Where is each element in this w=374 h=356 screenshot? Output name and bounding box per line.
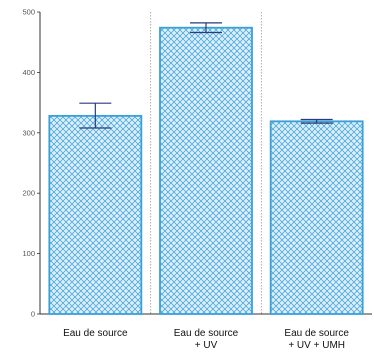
bar bbox=[48, 114, 143, 315]
bar bbox=[269, 120, 364, 315]
y-tick-label: 200 bbox=[22, 189, 35, 198]
category-label: Eau de source bbox=[63, 328, 128, 339]
y-tick-label: 500 bbox=[22, 8, 35, 17]
category-label: Eau de source + UV bbox=[174, 328, 239, 351]
bar bbox=[159, 26, 253, 315]
y-tick-label: 400 bbox=[22, 68, 35, 77]
y-tick-label: 0 bbox=[31, 310, 35, 319]
plot-area: 0 100 200 300 400 500 Eau de source Eau de sour… bbox=[22, 8, 372, 351]
y-tick-label: 100 bbox=[22, 249, 35, 258]
y-tick-label: 300 bbox=[22, 128, 35, 137]
category-label: Eau de source + UV + UMH bbox=[284, 328, 349, 351]
